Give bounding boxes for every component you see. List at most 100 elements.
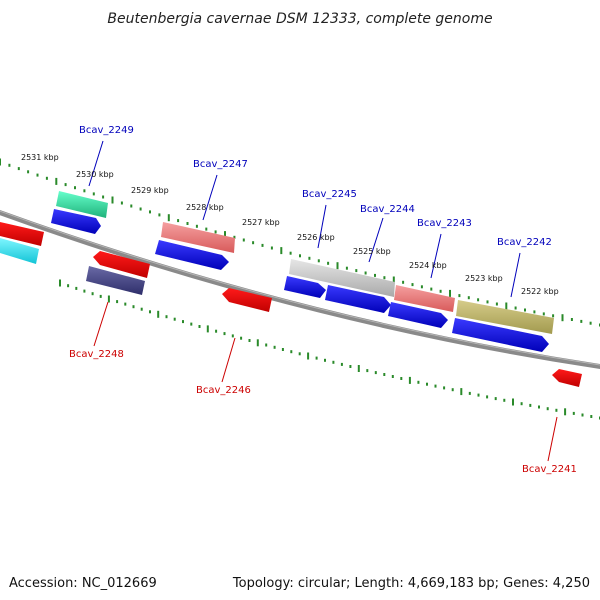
callout-line-bcav-2241 (547, 416, 558, 462)
kbp-label: 2526 kbp (297, 233, 335, 242)
outer-tick (17, 167, 20, 171)
outer-tick (495, 302, 498, 306)
outer-tick (364, 271, 367, 275)
inner-tick (240, 336, 243, 340)
feature-bcav-2246-cds[interactable] (222, 288, 272, 312)
outer-tick (55, 177, 58, 185)
inner-tick (564, 408, 567, 416)
inner-tick (99, 294, 102, 298)
inner-tick (503, 398, 506, 402)
map-title: Beutenbergia cavernae DSM 12333, complet… (107, 11, 492, 27)
outer-tick (92, 192, 95, 196)
feature-edge-red-cds[interactable] (0, 222, 44, 246)
kbp-label: 2530 kbp (76, 170, 114, 179)
inner-tick (248, 339, 251, 342)
outer-tick (158, 213, 161, 217)
kbp-label: 2527 kbp (242, 218, 280, 227)
inner-tick (451, 388, 454, 392)
outer-tick (177, 219, 180, 223)
callout-line-bcav-2245 (317, 204, 327, 249)
inner-tick (324, 358, 326, 362)
inner-tick (223, 332, 226, 336)
feature-bcav-2249-gene[interactable] (56, 191, 108, 218)
inner-tick (332, 360, 335, 364)
gene-label-bcav-2243[interactable]: Bcav_2243 (417, 218, 472, 229)
inner-tick (391, 375, 394, 378)
inner-tick (477, 393, 480, 397)
kbp-label: 2524 kbp (409, 261, 447, 270)
gene-label-bcav-2242[interactable]: Bcav_2242 (497, 237, 552, 248)
inner-tick (520, 402, 523, 406)
outer-tick (242, 238, 245, 242)
feature-bcav-2248-cds[interactable] (93, 251, 150, 278)
inner-tick (546, 407, 549, 411)
inner-tick (132, 305, 135, 309)
gene-label-bcav-2247[interactable]: Bcav_2247 (193, 159, 248, 170)
inner-tick (494, 397, 497, 401)
outer-tick (289, 251, 292, 255)
outer-tick (411, 283, 414, 287)
feature-bcav-2245-gene[interactable] (289, 259, 395, 297)
outer-tick (514, 306, 517, 310)
gene-label-bcav-2245[interactable]: Bcav_2245 (302, 189, 357, 200)
outer-tick (0, 158, 1, 166)
kbp-label: 2522 kbp (521, 287, 559, 296)
feature-edge-cyan-gene[interactable] (0, 238, 39, 264)
inner-tick (124, 302, 127, 306)
inner-tick (75, 286, 78, 290)
gene-label-bcav-2246[interactable]: Bcav_2246 (196, 385, 251, 396)
feature-bcav-2249-cds[interactable] (51, 209, 101, 234)
feature-bcav-2247-cds[interactable] (155, 240, 229, 270)
inner-tick (486, 395, 489, 399)
gene-label-bcav-2241[interactable]: Bcav_2241 (522, 464, 577, 475)
outer-tick (270, 246, 273, 250)
gene-label-bcav-2248[interactable]: Bcav_2248 (69, 349, 124, 360)
outer-tick (355, 269, 358, 273)
feature-bcav-2245-cds[interactable] (284, 276, 326, 298)
inner-tick (581, 413, 584, 417)
inner-tick (91, 292, 94, 296)
feature-bcav-2243-gene[interactable] (394, 285, 455, 312)
feature-bcav-2243-cds[interactable] (388, 302, 448, 328)
inner-tick (408, 376, 411, 384)
outer-tick (402, 280, 405, 284)
outer-tick (64, 183, 67, 187)
feature-bcav-2248-gene[interactable] (86, 266, 145, 295)
outer-tick (420, 285, 423, 289)
inner-tick (572, 411, 575, 415)
inner-tick (182, 320, 184, 324)
outer-tick (139, 207, 142, 211)
callout-line-bcav-2242 (510, 252, 521, 298)
outer-tick (120, 201, 123, 205)
feature-bcav-2247-gene[interactable] (161, 222, 235, 253)
inner-tick (59, 279, 61, 287)
kbp-label: 2523 kbp (465, 274, 503, 283)
outer-tick (186, 222, 189, 225)
inner-tick (190, 322, 193, 326)
feature-bcav-2244-cds[interactable] (325, 285, 391, 313)
feature-bcav-2242-cds[interactable] (452, 318, 549, 352)
reverse-strand-features (0, 222, 582, 387)
outer-tick (205, 227, 208, 231)
inner-tick (400, 377, 403, 380)
gene-label-bcav-2249[interactable]: Bcav_2249 (79, 125, 134, 136)
feature-bcav-2241-cds[interactable] (552, 369, 582, 387)
outer-tick (430, 287, 433, 291)
inner-tick (307, 352, 310, 360)
inner-tick (383, 373, 386, 376)
outer-tick (542, 312, 545, 316)
outer-tick (130, 204, 133, 208)
feature-bcav-2242-gene[interactable] (456, 300, 554, 334)
outer-tick (252, 241, 255, 245)
inner-tick (83, 289, 86, 293)
outer-tick (467, 296, 470, 300)
gene-label-bcav-2244[interactable]: Bcav_2244 (360, 204, 415, 215)
outer-tick (327, 261, 330, 265)
inner-tick (290, 350, 293, 354)
outer-tick (45, 176, 48, 180)
outer-tick (486, 300, 489, 304)
inner-tick (460, 388, 463, 396)
outer-tick (561, 314, 564, 322)
outer-tick (299, 254, 301, 258)
position-ticks (0, 158, 600, 420)
